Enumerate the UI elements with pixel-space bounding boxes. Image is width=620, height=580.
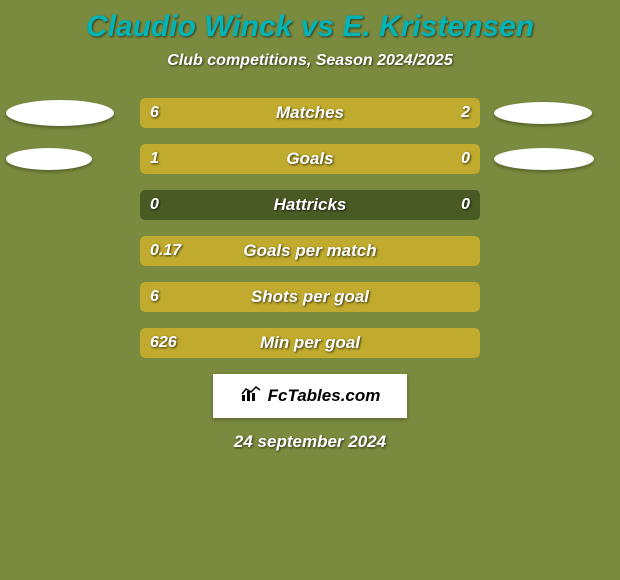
stat-row: Shots per goal6 — [0, 282, 620, 312]
decor-ellipse-right — [494, 148, 594, 170]
bar-track — [140, 236, 480, 266]
bar-track — [140, 98, 480, 128]
bar-left — [140, 144, 402, 174]
subtitle: Club competitions, Season 2024/2025 — [0, 52, 620, 70]
bar-right — [402, 144, 480, 174]
logo-badge: FcTables.com — [213, 374, 407, 418]
decor-ellipse-left — [6, 100, 114, 126]
stat-row: Min per goal626 — [0, 328, 620, 358]
comparison-infographic: Claudio Winck vs E. Kristensen Club comp… — [0, 0, 620, 580]
bar-track — [140, 328, 480, 358]
bar-track — [140, 144, 480, 174]
bar-left — [140, 282, 480, 312]
bar-track — [140, 282, 480, 312]
stat-row: Goals per match0.17 — [0, 236, 620, 266]
stat-row: Hattricks00 — [0, 190, 620, 220]
stat-row: Goals10 — [0, 144, 620, 174]
logo-text: FcTables.com — [268, 386, 381, 406]
bar-left — [140, 236, 480, 266]
bar-track — [140, 190, 480, 220]
bar-left — [140, 328, 480, 358]
chart-icon — [240, 385, 262, 408]
page-title: Claudio Winck vs E. Kristensen — [0, 10, 620, 44]
bar-left — [140, 98, 385, 128]
bar-right — [385, 98, 480, 128]
stats-area: Matches62 Goals10 Hattricks00 Goals per mat… — [0, 98, 620, 358]
decor-ellipse-left — [6, 148, 92, 170]
date-text: 24 september 2024 — [0, 432, 620, 452]
stat-row: Matches62 — [0, 98, 620, 128]
decor-ellipse-right — [494, 102, 592, 124]
